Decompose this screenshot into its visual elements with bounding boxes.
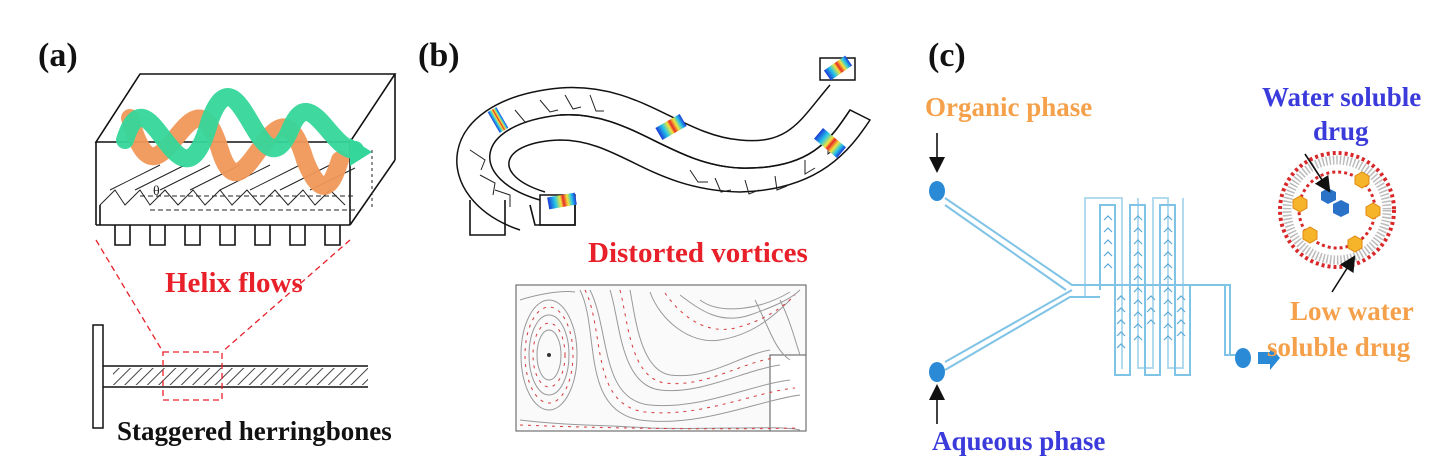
zoom-line-left <box>95 239 164 353</box>
panel-a: (a) θ Helix <box>38 37 397 446</box>
low-water-molecule-5 <box>1354 171 1370 189</box>
low-water-molecule-3 <box>1347 235 1363 253</box>
angle-theta: θ <box>153 184 160 199</box>
cross-section-4 <box>814 127 846 159</box>
cross-section-3 <box>655 113 687 141</box>
zoom-box <box>162 351 223 401</box>
low-water-molecule-1 <box>1292 195 1308 213</box>
microfluidic-chip <box>929 181 1280 382</box>
staggered-herringbones-caption: Staggered herringbones <box>117 416 392 446</box>
panel-a-label: (a) <box>38 37 78 74</box>
aqueous-phase-label: Aqueous phase <box>932 426 1105 456</box>
organic-inlet-node <box>929 181 945 201</box>
low-water-label-line1: Low water <box>1290 296 1414 326</box>
distorted-vortices-caption: Distorted vortices <box>588 237 808 269</box>
cross-section-1 <box>487 107 509 133</box>
zoom-line-right <box>221 239 351 353</box>
low-water-label-line2: soluble drug <box>1267 332 1411 362</box>
panel-b-label: (b) <box>418 37 460 74</box>
panel-c: (c) Organic phase Aqueous phase <box>925 37 1421 456</box>
cross-section-2 <box>547 192 577 210</box>
low-water-molecule-2 <box>1302 226 1318 244</box>
helix-flows-graphic <box>116 88 372 195</box>
outlet-arrow <box>1258 346 1280 370</box>
organic-phase-label: Organic phase <box>925 92 1092 122</box>
panel-b: (b) Distorted vortices <box>418 37 872 432</box>
water-soluble-arrow <box>1304 153 1331 193</box>
low-water-molecule-4 <box>1365 202 1381 220</box>
water-soluble-label-line1: Water soluble <box>1262 82 1421 112</box>
cross-section-5 <box>823 55 853 81</box>
water-soluble-molecule-2 <box>1333 200 1349 217</box>
aqueous-inlet-node <box>929 362 945 382</box>
water-soluble-label-line2: drug <box>1313 116 1369 146</box>
serpentine-channel-3d <box>456 55 872 236</box>
panel-c-label: (c) <box>928 37 966 74</box>
outlet-node <box>1235 348 1251 368</box>
t-junction-channel <box>92 324 368 429</box>
low-water-arrow <box>1331 255 1356 293</box>
helix-flows-caption: Helix flows <box>165 267 303 299</box>
liposome-graphic <box>1278 151 1396 269</box>
vortex-streamline-plot <box>515 284 807 432</box>
